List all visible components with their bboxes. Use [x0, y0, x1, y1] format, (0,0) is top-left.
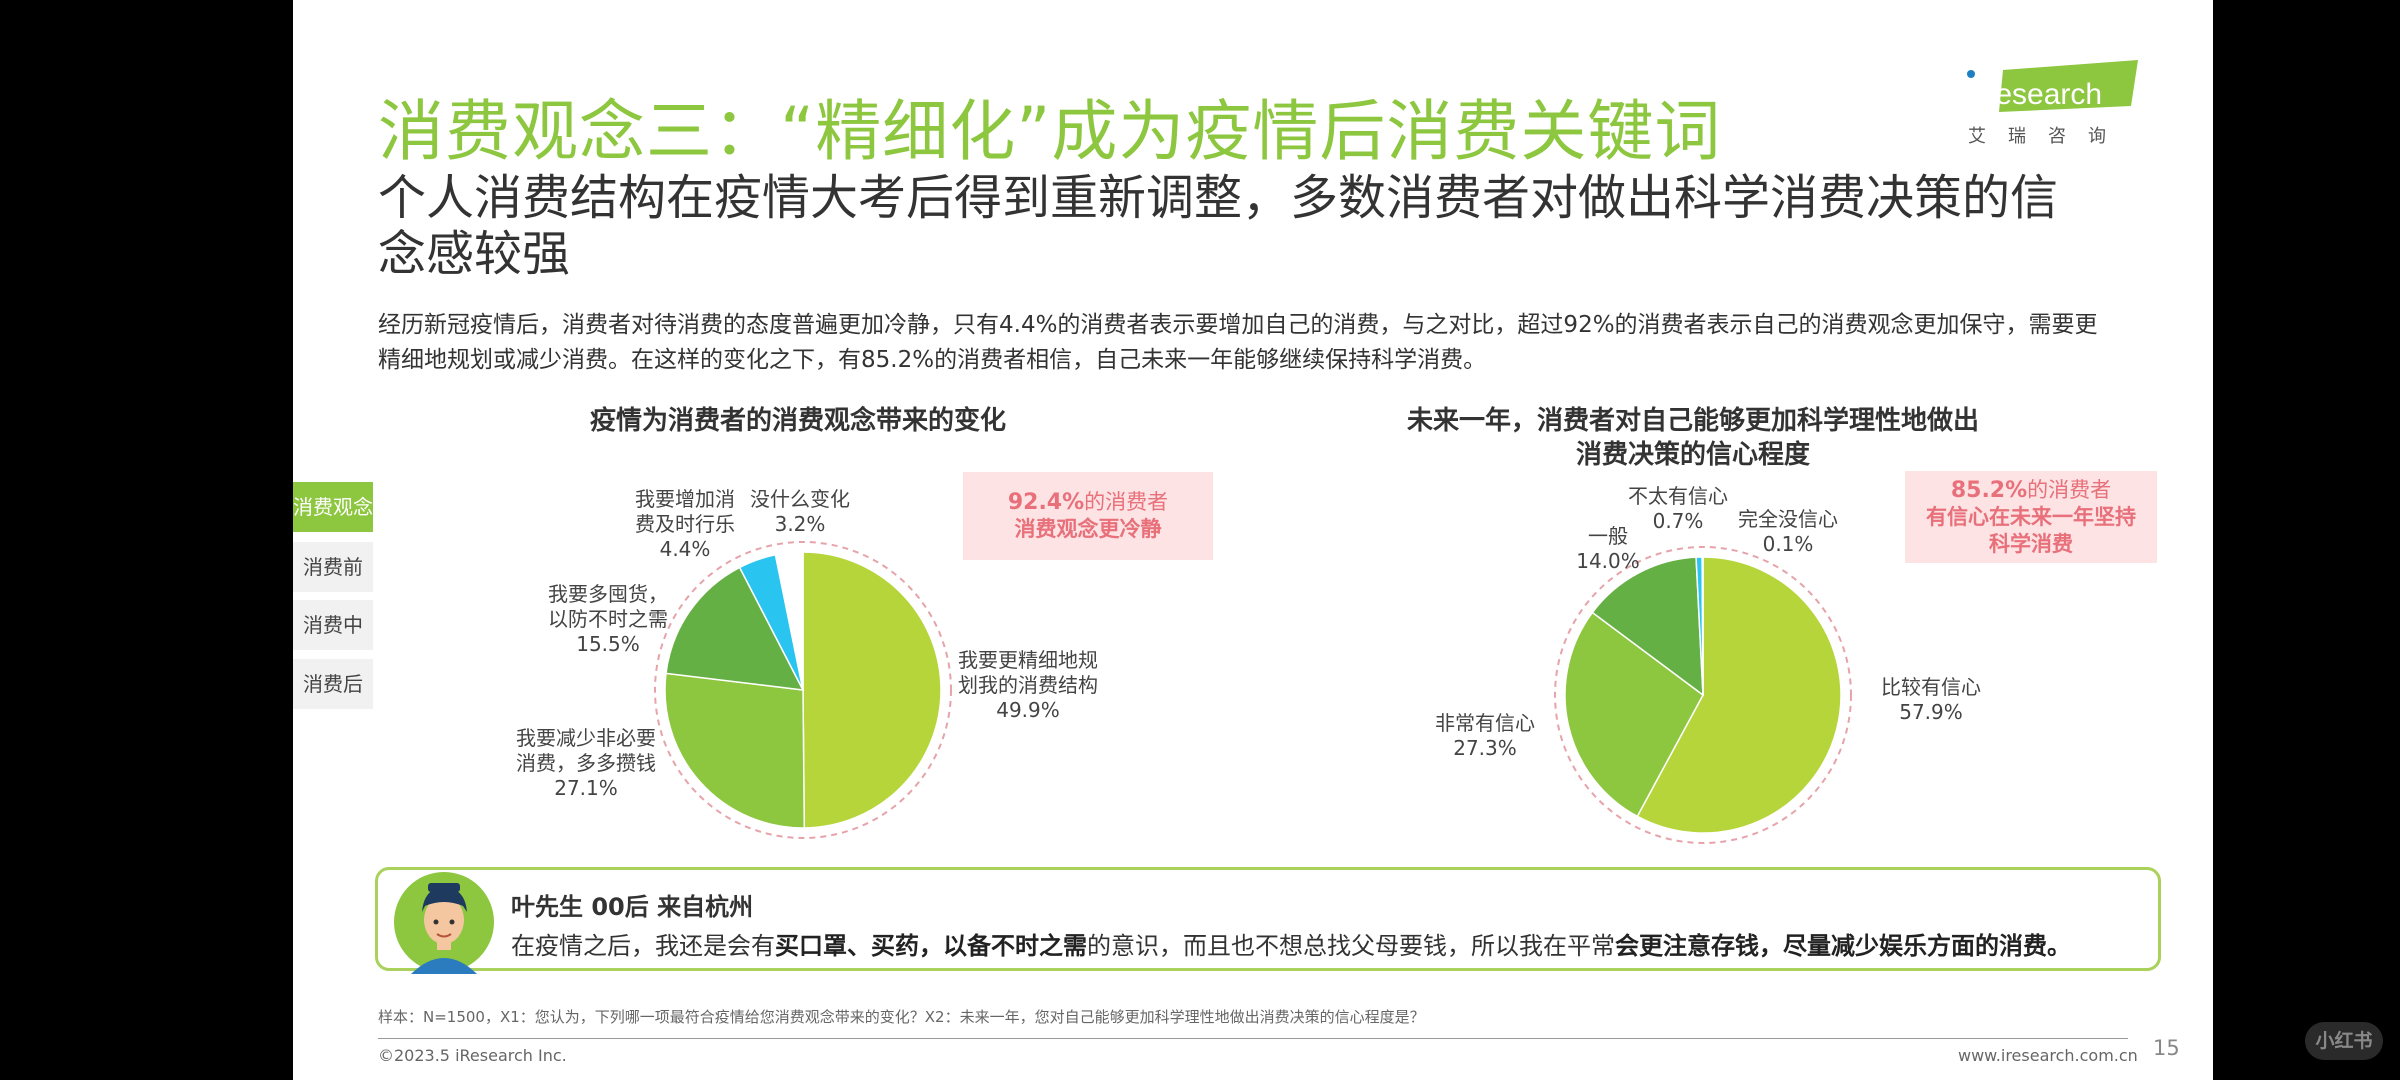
chart1-callout-highlight: 92.4%	[1007, 490, 1085, 515]
chart2-value-no-confidence: 0.1%	[1762, 532, 1814, 556]
page-subtitle: 个人消费结构在疫情大考后得到重新调整，多数消费者对做出科学消费决策的信念感较强	[378, 170, 2059, 282]
chart2-label-no-confidence: 完全没信心	[1738, 507, 1838, 531]
chart1-label-increase: 我要增加消费及时行乐	[635, 487, 735, 536]
sidebar-item-consumption-concept[interactable]: 消费观念	[293, 482, 373, 532]
chart1-label-save: 我要减少非必要消费，多多攒钱	[516, 726, 656, 775]
chart1-label-plan: 我要更精细地规划我的消费结构	[958, 648, 1098, 697]
chart1-callout: 92.4%的消费者 消费观念更冷静	[963, 472, 1213, 560]
watermark-badge: 小红书	[2305, 1022, 2383, 1060]
chart1-value-increase: 4.4%	[659, 537, 711, 561]
footnote: 样本：N=1500，X1：您认为，下列哪一项最符合疫情给您消费观念带来的变化？X…	[378, 1008, 1425, 1026]
sidebar-item-during-consumption[interactable]: 消费中	[293, 600, 373, 650]
chart1-value-stockpile: 15.5%	[576, 632, 640, 656]
sidebar-item-before-consumption[interactable]: 消费前	[293, 542, 373, 592]
chart2-label-fairly-confident: 比较有信心	[1881, 675, 1981, 699]
chart2-label-average: 一般	[1588, 524, 1628, 548]
chart2-slice-1	[1564, 611, 1704, 818]
chart2-dashed-ring	[1554, 546, 1852, 844]
page-number: 15	[2153, 1036, 2180, 1060]
chart2-label-not-confident: 不太有信心	[1628, 484, 1728, 508]
chart1-value-plan: 49.9%	[996, 698, 1060, 722]
quote-text: 在疫情之后，我还是会有买口罩、买药，以备不时之需的意识，而且也不想总找父母要钱，…	[511, 932, 2071, 960]
logo-cn-text: 艾瑞咨询	[1968, 126, 2128, 147]
chart1-dashed-ring	[654, 541, 952, 839]
logo-text: iResearch	[1967, 78, 2102, 111]
chart1-label-no-change: 没什么变化	[750, 487, 850, 511]
chart1-callout-text1: 的消费者	[1084, 490, 1169, 514]
chart2-callout: 85.2%的消费者 有信心在未来一年坚持 科学消费	[1905, 471, 2157, 563]
chart2-callout-text1: 的消费者	[2027, 478, 2112, 502]
chart2-title: 未来一年，消费者对自己能够更加科学理性地做出消费决策的信心程度	[1406, 406, 1979, 470]
chart2-value-not-confident: 0.7%	[1652, 509, 1704, 533]
footer-website[interactable]: www.iresearch.com.cn	[1958, 1046, 2138, 1065]
chart1-pie	[654, 541, 952, 839]
iresearch-logo: iResearch	[1967, 60, 2138, 112]
chart2-callout-text3: 科学消费	[1989, 532, 2073, 556]
page-title: 消费观念三：“精细化”成为疫情后消费关键词	[378, 93, 1722, 170]
page-description: 经历新冠疫情后，消费者对待消费的态度普遍更加冷静，只有4.4%的消费者表示要增加…	[378, 312, 2098, 373]
footer-divider	[378, 1038, 2128, 1039]
chart2-callout-text2: 有信心在未来一年坚持	[1926, 505, 2136, 529]
chart1-slice-4	[774, 551, 804, 691]
chart2-value-very-confident: 27.3%	[1453, 736, 1517, 760]
footer-copyright: ©2023.5 iResearch Inc.	[378, 1046, 567, 1065]
chart1-slice-1	[664, 672, 806, 829]
chart2-slice-4	[1701, 556, 1704, 696]
chart2-slice-0	[1636, 556, 1842, 834]
chart1-label-stockpile: 我要多囤货，以防不时之需	[548, 582, 668, 631]
chart1-slice-0	[802, 551, 942, 829]
slide: 消费观念三：“精细化”成为疫情后消费关键词 iResearch 艾瑞咨询 个人消…	[293, 0, 2213, 1080]
chart2-callout-highlight: 85.2%	[1950, 478, 2028, 503]
chart2-slice-2	[1591, 556, 1704, 697]
chart1-callout-text2: 消费观念更冷静	[1014, 517, 1162, 541]
chart2-value-average: 14.0%	[1576, 549, 1640, 573]
quote-author: 叶先生 00后 来自杭州	[511, 893, 754, 921]
chart1-value-save: 27.1%	[554, 776, 618, 800]
chart2-value-fairly-confident: 57.9%	[1899, 700, 1963, 724]
avatar	[394, 872, 494, 974]
chart1-value-no-change: 3.2%	[774, 512, 826, 536]
chart1-slice-2	[665, 566, 805, 691]
sidebar-item-after-consumption[interactable]: 消费后	[293, 659, 373, 709]
chart2-label-very-confident: 非常有信心	[1435, 711, 1535, 735]
quote-box	[375, 867, 2161, 971]
chart2-pie	[1554, 546, 1852, 844]
chart1-title: 疫情为消费者的消费观念带来的变化	[589, 406, 1006, 436]
